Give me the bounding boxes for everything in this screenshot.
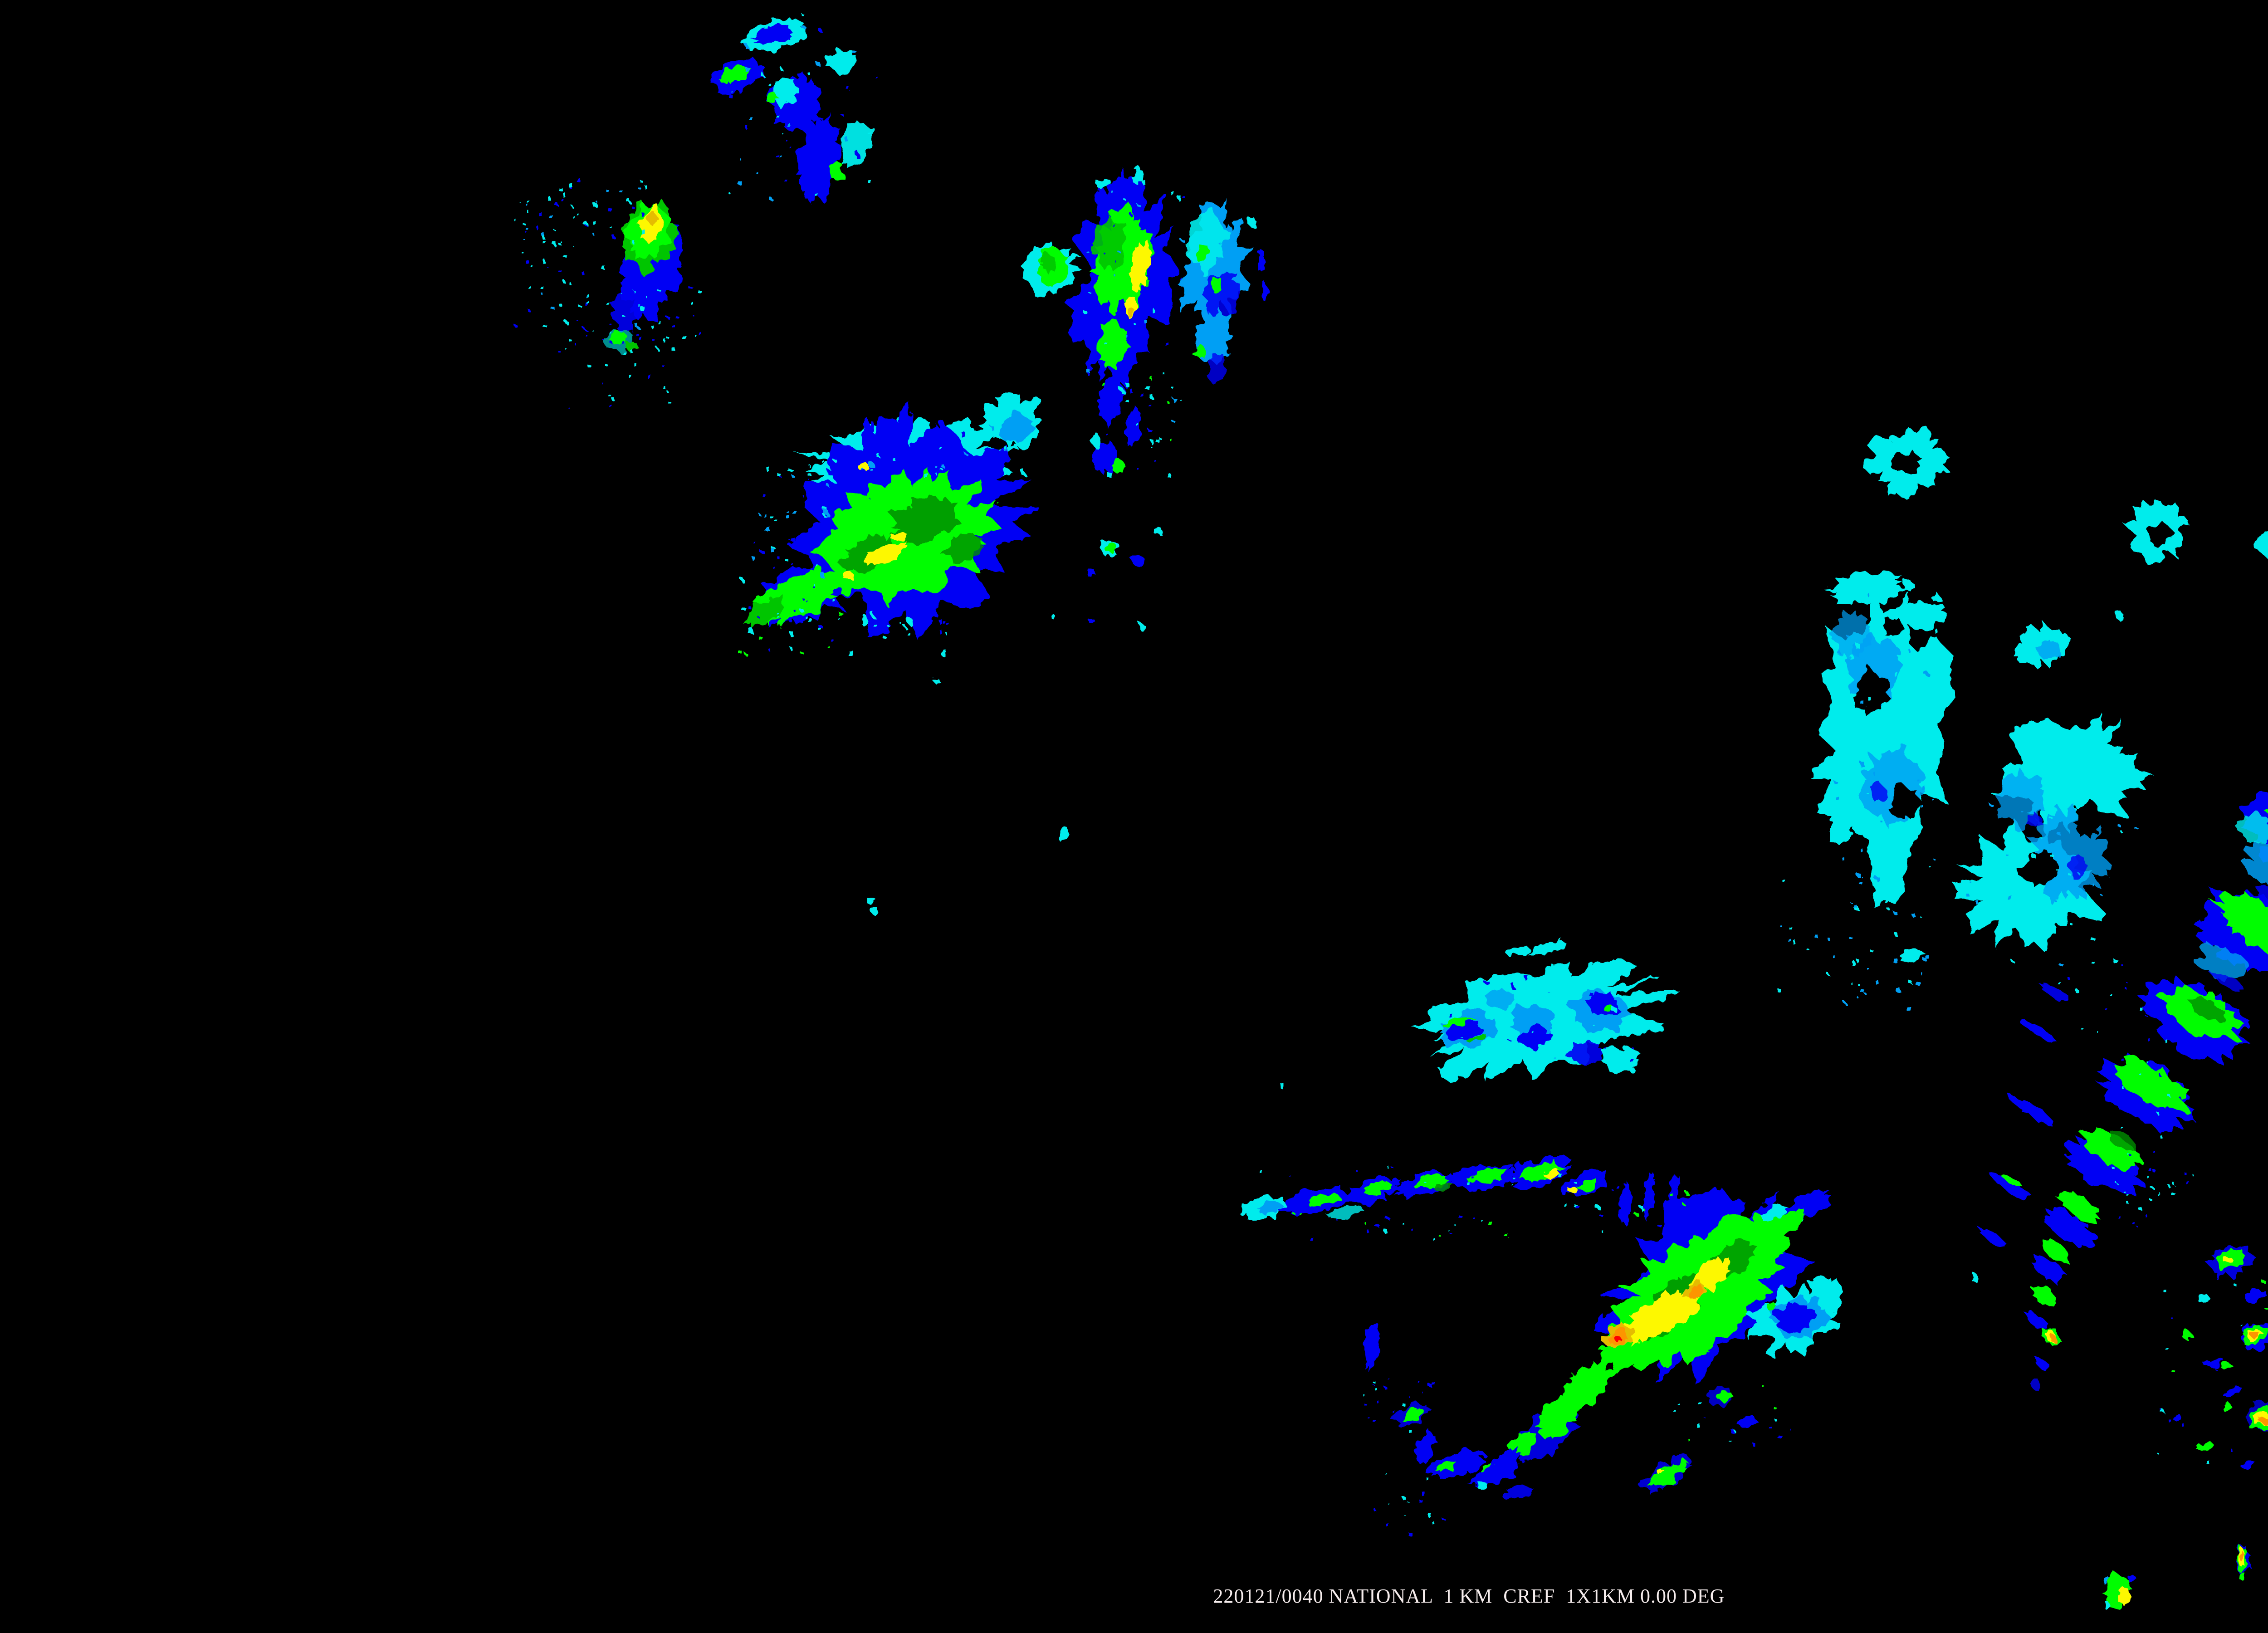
radar-cluster-center-cyan-cluster — [1413, 939, 1677, 1083]
product-caption: 220121/0040 NATIONAL 1 KM CREF 1X1KM 0.0… — [1213, 1585, 1725, 1607]
radar-echoes — [515, 15, 2268, 1609]
radar-cluster-east-cyan-region — [1778, 425, 2268, 1012]
radar-cluster-central-small-echoes — [860, 528, 1286, 1090]
radar-cluster-southeast-cells — [2097, 1152, 2268, 1609]
radar-cluster-south-central-band — [1238, 1156, 1617, 1241]
radar-cluster-south-central-storm — [1362, 1171, 1842, 1535]
radar-cluster-northwest-main-storm — [738, 392, 1045, 656]
radar-cluster-northwest-cell — [515, 177, 703, 410]
radar-cluster-east-squall-line — [1970, 790, 2268, 1392]
radar-cluster-northwest-east-cluster — [1019, 166, 1269, 478]
radar-cluster-northwest-top — [711, 15, 879, 205]
